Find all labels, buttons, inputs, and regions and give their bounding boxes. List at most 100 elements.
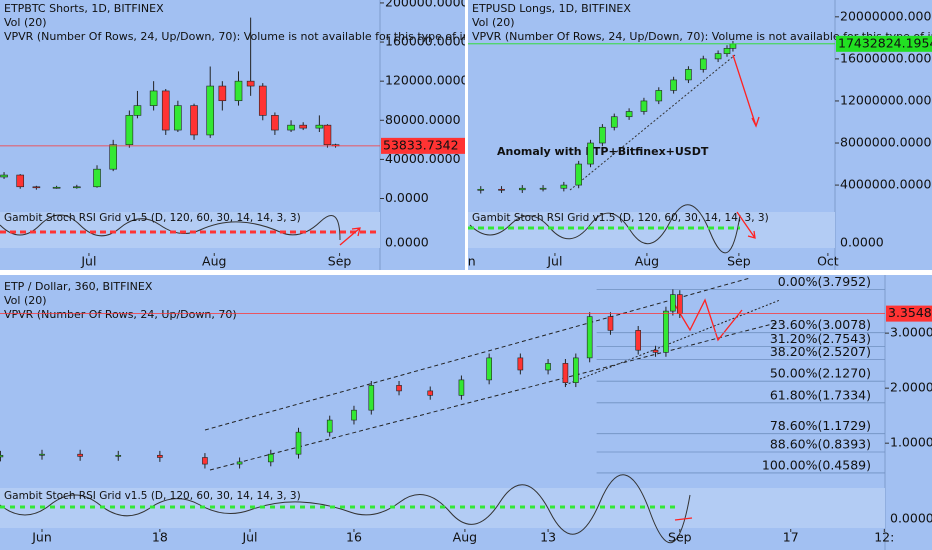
x-tick-label: Jul (80, 254, 96, 269)
oscillator-tick: 0.0000 (840, 235, 884, 250)
oscillator-title: Gambit Stoch RSI Grid v1.5 (D, 120, 60, … (4, 212, 301, 224)
candle-body (202, 457, 208, 465)
last-price-box (836, 35, 932, 52)
x-tick-label: Aug (202, 254, 226, 269)
oscillator-tick: 0.0000 (890, 511, 932, 526)
candle-body (16, 174, 25, 188)
fib-label: 31.20%(2.7543) (770, 331, 871, 346)
candle-body (115, 454, 122, 457)
candle-body (133, 105, 142, 116)
candle-body (174, 105, 182, 131)
separator (0, 270, 932, 275)
y-tick-label: 1.0000 (890, 435, 932, 450)
last-price-box (381, 137, 465, 154)
fib-label: 50.00%(2.1270) (770, 366, 871, 381)
indicator-note: VPVR (Number Of Rows, 24, Up/Down, 70): … (4, 30, 521, 43)
candle-body (396, 385, 402, 392)
y-tick-label: 12000000.0000 (840, 92, 932, 107)
fib-label: 78.60%(1.1729) (770, 418, 871, 433)
headline: Anomaly with ETP+Bitfinex+USDT (497, 145, 709, 158)
candle-body (271, 115, 279, 131)
candle-body (267, 453, 274, 463)
x-tick-label: Sep (668, 530, 692, 545)
candle-body (587, 142, 594, 165)
candle-body (640, 100, 648, 112)
y-tick-label: 200000.0000 (385, 0, 469, 9)
y-tick-label: 8000000.0000 (840, 135, 932, 150)
candle-body (562, 363, 569, 383)
candle-body (258, 85, 267, 116)
candle-body (161, 90, 170, 131)
x-tick-label: Jun (455, 254, 476, 269)
chart-title: ETPUSD Longs, 1D, BITFINEX (472, 2, 631, 15)
candle-body (699, 58, 707, 70)
x-tick-label: 16 (346, 530, 362, 545)
fib-label: 38.20%(2.5207) (770, 344, 871, 359)
candle-body (517, 357, 524, 371)
y-tick-label: 16000000.0000 (840, 50, 932, 65)
y-tick-label: 2.0000 (890, 380, 932, 395)
chart-title: ETPBTC Shorts, 1D, BITFINEX (4, 2, 164, 15)
candle-body (190, 105, 198, 136)
candle-body (315, 124, 324, 129)
indicator-note: VPVR (Number Of Rows, 24, Up/Down, 70): … (472, 30, 932, 43)
oscillator-title: Gambit Stoch RSI Grid v1.5 (D, 120, 60, … (4, 490, 301, 502)
candle-body (157, 454, 163, 458)
candle-body (77, 453, 83, 457)
candle-body (236, 461, 243, 465)
x-tick-label: Jul (241, 530, 257, 545)
x-tick-label: Sep (328, 254, 352, 269)
y-tick-label: 160000.0000 (385, 34, 469, 49)
candle-body (295, 431, 302, 455)
x-tick-label: 17 (783, 530, 799, 545)
fib-label: 23.60%(3.0078) (770, 317, 871, 332)
indicator-note: VPVR (Number Of Rows, 24, Up/Down, 70) (4, 308, 237, 321)
candle-body (351, 409, 357, 421)
candle-body (676, 294, 683, 314)
oscillators (0, 204, 885, 544)
candle-body (234, 80, 243, 102)
fib-label: 100.00%(0.4589) (762, 457, 871, 472)
chart-title: ETP / Dollar, 360, BITFINEX (4, 280, 153, 293)
y-tick-label: 3.0000 (890, 325, 932, 340)
candle-body (246, 80, 255, 87)
candle-body (206, 85, 215, 136)
candle-body (218, 85, 227, 102)
chart-subtitle: Vol (20) (4, 294, 47, 307)
oscillator-tick: 0.0000 (385, 235, 429, 250)
candle-body (368, 385, 375, 411)
candle-body (652, 349, 659, 353)
x-tick-label: Sep (727, 254, 751, 269)
candle-body (326, 419, 333, 433)
candle-body (729, 43, 737, 49)
candle-body (39, 453, 45, 456)
x-tick-label: 18 (152, 530, 168, 545)
candle-body (477, 188, 485, 191)
x-tick-label: 13 (540, 530, 556, 545)
separator (465, 0, 468, 270)
x-tick-label: Aug (453, 530, 477, 545)
fib-label: 61.80%(1.7334) (770, 387, 871, 402)
candle-body (573, 357, 579, 383)
candle-body (149, 90, 158, 106)
y-tick-label: 20000000.0000 (840, 8, 932, 23)
x-tick-label: Oct (817, 254, 839, 269)
candle-body (458, 379, 465, 396)
oscillator-title: Gambit Stoch RSI Grid v1.5 (D, 120, 60, … (472, 212, 769, 224)
candle-body (125, 115, 134, 146)
candle-body (498, 188, 505, 191)
y-tick-label: 80000.0000 (385, 112, 461, 127)
candle-body (427, 390, 434, 396)
candle-body (625, 111, 633, 118)
candle-body (109, 144, 117, 170)
candle-body (685, 69, 692, 81)
candle-body (714, 53, 722, 60)
candle-body (93, 168, 101, 188)
candle-body (670, 294, 676, 312)
candle-body (32, 186, 41, 189)
candle-body (670, 79, 677, 91)
y-tick-label: 120000.0000 (385, 73, 469, 88)
